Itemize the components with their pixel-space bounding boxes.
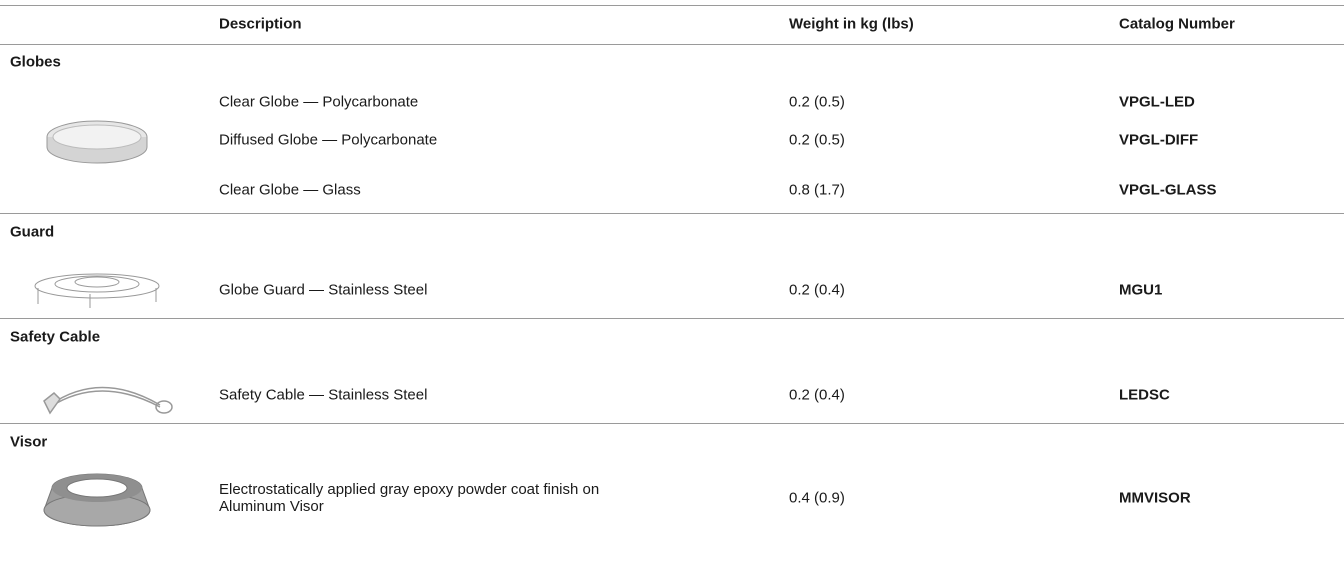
- guard-image: [34, 273, 160, 308]
- catalog-number: MGU1: [1119, 281, 1163, 299]
- description: Diffused Globe — Polycarbonate: [219, 131, 438, 149]
- section-title: Safety Cable: [10, 328, 101, 346]
- header-rule: [0, 44, 1344, 45]
- description: Clear Globe — Glass: [219, 181, 361, 199]
- catalog-number: LEDSC: [1119, 386, 1170, 404]
- section-title: Guard: [10, 223, 55, 241]
- section-rule: [0, 213, 1344, 214]
- description: Safety Cable — Stainless Steel: [219, 386, 428, 404]
- weight: 0.2 (0.4): [789, 281, 845, 299]
- description: Electrostatically applied gray epoxy pow…: [219, 481, 600, 515]
- section-rule: [0, 423, 1344, 424]
- description: Clear Globe — Polycarbonate: [219, 93, 419, 111]
- catalog-number: VPGL-LED: [1119, 93, 1195, 111]
- catalog-number: VPGL-GLASS: [1119, 181, 1217, 199]
- cable-image: [43, 386, 173, 415]
- weight: 0.2 (0.5): [789, 93, 845, 111]
- weight: 0.2 (0.5): [789, 131, 845, 149]
- catalog-number: MMVISOR: [1119, 489, 1191, 507]
- description: Globe Guard — Stainless Steel: [219, 281, 428, 299]
- visor-image: [43, 473, 151, 527]
- catalog-number: VPGL-DIFF: [1119, 131, 1199, 149]
- section-rule: [0, 318, 1344, 319]
- column-header: Description: [219, 15, 302, 33]
- section-title: Globes: [10, 53, 61, 71]
- globe-image: [46, 120, 148, 164]
- section-title: Visor: [10, 433, 48, 451]
- weight: 0.4 (0.9): [789, 489, 845, 507]
- weight: 0.8 (1.7): [789, 181, 845, 199]
- column-header: Catalog Number: [1119, 15, 1235, 33]
- column-header: Weight in kg (lbs): [789, 15, 914, 33]
- weight: 0.2 (0.4): [789, 386, 845, 404]
- top-rule: [0, 5, 1344, 6]
